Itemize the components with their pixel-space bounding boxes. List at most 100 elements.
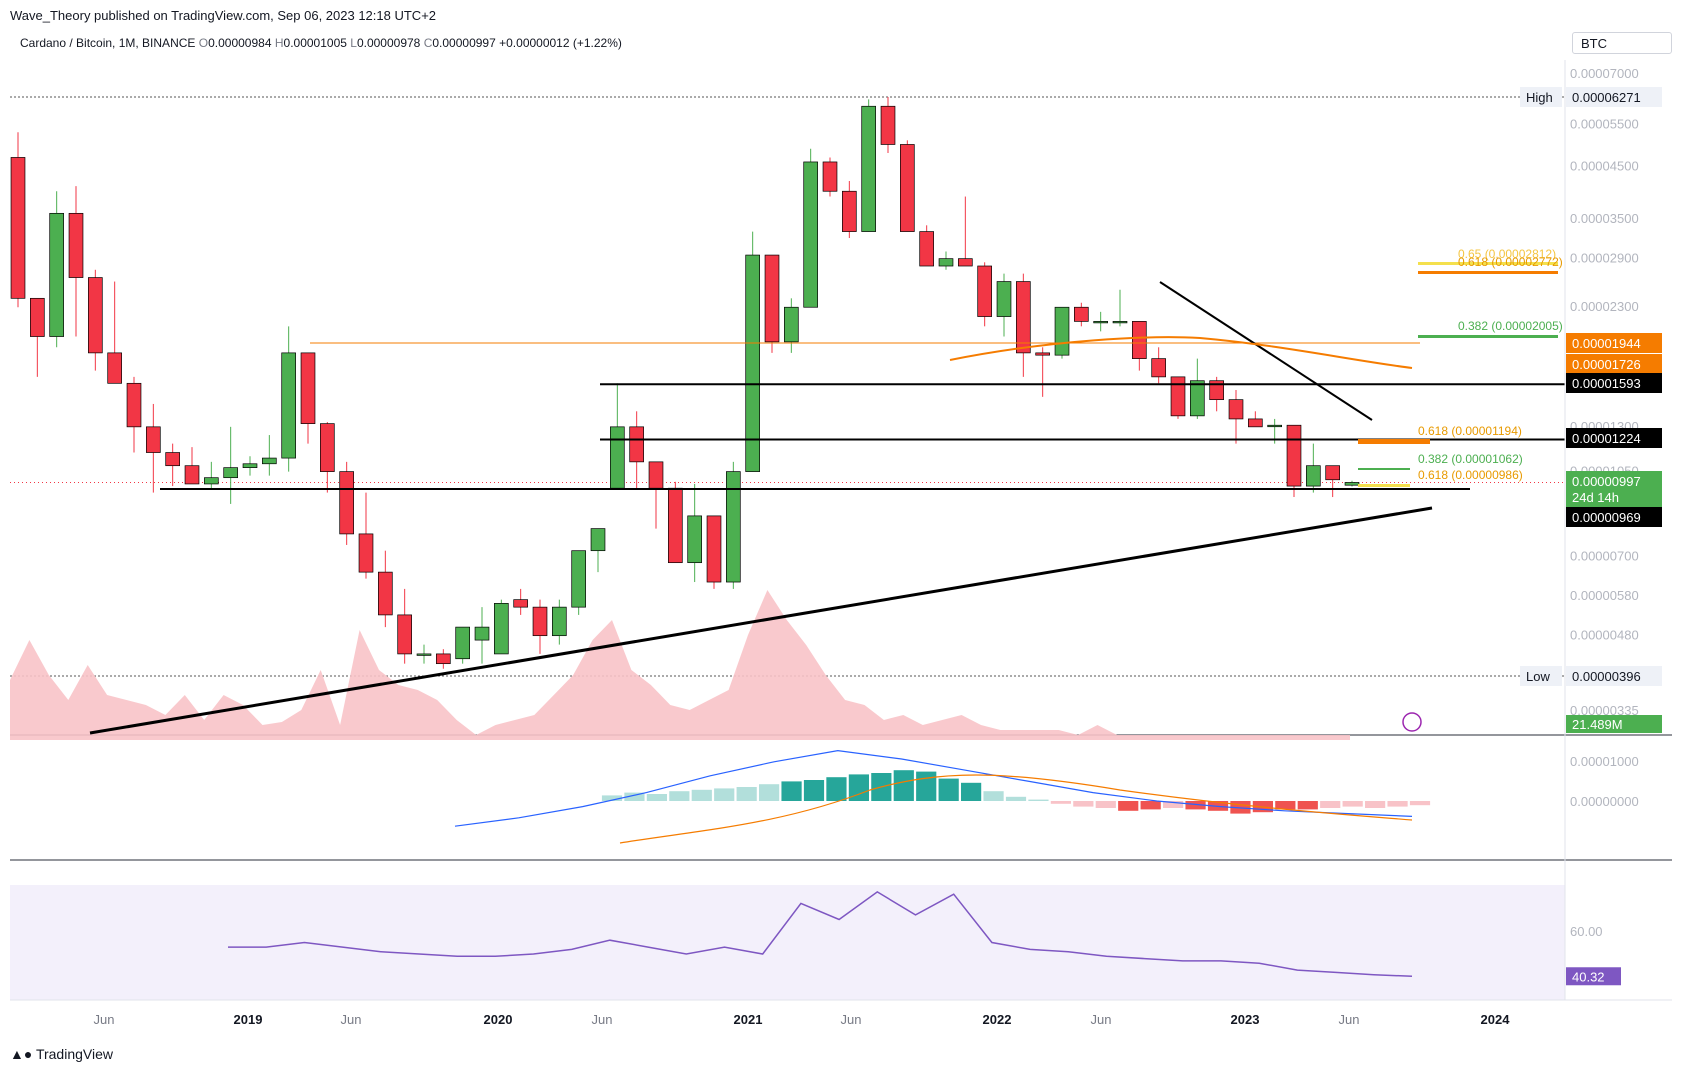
macd-histogram-bar (1409, 801, 1431, 806)
price-tag-value: 0.00000396 (1572, 669, 1641, 684)
candle-body (397, 614, 412, 655)
candle-body (474, 626, 490, 641)
candle-body (68, 212, 84, 278)
candle-body (1035, 352, 1050, 356)
candle-body (880, 105, 896, 145)
candle-body (687, 515, 702, 564)
candle-body (764, 254, 780, 343)
candle-body (996, 281, 1012, 317)
fib-label: 0.382 (0.00001062) (1418, 452, 1523, 466)
high-label: H (274, 36, 284, 50)
candle-body (590, 528, 606, 552)
price-tick-label: 0.00003500 (1570, 211, 1639, 226)
price-tag (1566, 354, 1662, 374)
candle-body (745, 254, 760, 472)
macd-histogram-bar (1387, 801, 1408, 807)
price-tick-label: 0.00007000 (1570, 66, 1639, 81)
fib-zone-0618 (1418, 271, 1558, 274)
candle-body (204, 477, 219, 485)
candle-body (436, 653, 451, 665)
macd-histogram-bar (848, 774, 869, 801)
fib-zone-065 (1418, 262, 1558, 265)
macd-histogram-bar (714, 788, 735, 801)
macd-histogram-bar (669, 791, 690, 801)
candle-body (339, 471, 354, 535)
close-label: C (423, 36, 433, 50)
symbol-name: Cardano / Bitcoin, 1M, BINANCE (20, 36, 196, 50)
tradingview-brand-label: TradingView (35, 1046, 113, 1062)
price-tag-sub: 24d 14h (1572, 490, 1619, 505)
macd-histogram-bar (1118, 801, 1139, 811)
price-tag-value: 0.00001944 (1572, 336, 1641, 351)
candle-body (1151, 358, 1166, 378)
macd-histogram-bar (736, 787, 757, 801)
price-tick-label: 0.00002900 (1570, 251, 1639, 266)
rsi-tick-label: 60.00 (1570, 924, 1603, 939)
macd-histogram-bar (1342, 801, 1363, 807)
x-tick-label: 2022 (983, 1012, 1012, 1027)
macd-histogram-bar (803, 780, 825, 801)
macd-histogram-bar (1275, 801, 1296, 810)
low-label: L (350, 36, 357, 50)
price-tick-label: 0.00000480 (1570, 628, 1639, 643)
x-tick-label: Jun (1091, 1012, 1112, 1027)
candle-body (571, 550, 586, 608)
candle-body (184, 465, 200, 485)
macd-histogram-bar (781, 781, 802, 801)
candle-body (629, 426, 644, 463)
candle-body (958, 258, 973, 267)
macd-histogram-bar (1163, 801, 1184, 808)
candle-body (30, 297, 45, 337)
rsi-line (228, 891, 1413, 978)
change-value: +0.00000012 (+1.22%) (499, 36, 622, 50)
candle-body (1190, 380, 1205, 417)
volume-tag-value: 21.489M (1572, 717, 1623, 732)
price-tag (1566, 333, 1662, 353)
candle-body (938, 258, 954, 267)
price-tick-label: 0.00001000 (1570, 754, 1639, 769)
fib-zone-0618c (1358, 484, 1410, 487)
candle-body (165, 452, 180, 467)
candle-body (668, 487, 683, 564)
tradingview-logo-icon: ▲● (10, 1046, 33, 1062)
price-tick-label: 0.00000335 (1570, 703, 1639, 718)
candle-body (1074, 306, 1089, 322)
macd-histogram-bar (1095, 801, 1116, 808)
price-tag-bg (1520, 87, 1562, 107)
candle-body (1209, 380, 1224, 401)
candle-body (320, 423, 335, 472)
currency-button[interactable]: BTC (1572, 32, 1672, 54)
price-tick-label: 0.00000580 (1570, 588, 1639, 603)
macd-histogram-bar (1028, 799, 1049, 801)
low-value: 0.00000978 (356, 36, 421, 50)
symbol-legend: Cardano / Bitcoin, 1M, BINANCE O 0.000009… (20, 36, 622, 50)
price-tag-value: 0.00001593 (1572, 376, 1641, 391)
open-label: O (198, 36, 209, 50)
price-tag-value: 0.00001224 (1572, 431, 1641, 446)
volume-area (10, 590, 1350, 740)
candle-body (300, 352, 316, 424)
price-tag-value: 0.00000997 (1572, 474, 1641, 489)
macd-histogram-bar (938, 778, 959, 801)
candle-body (281, 352, 296, 459)
price-tick-label: 0.00004500 (1570, 159, 1639, 174)
macd-signal-line (619, 774, 1413, 844)
x-tick-label: 2019 (234, 1012, 263, 1027)
candle-body (1016, 281, 1031, 354)
fib-label: 0.618 (0.00000986) (1418, 468, 1523, 482)
macd-histogram-bar (983, 791, 1004, 801)
macd-line (454, 749, 1413, 827)
price-tag (1566, 507, 1662, 527)
price-tag-value: 0.00006271 (1572, 90, 1641, 105)
candle-body (1286, 424, 1302, 487)
macd-histogram-bar (1005, 796, 1027, 801)
lightning-icon (1402, 712, 1422, 732)
price-tag (1566, 428, 1662, 448)
close-value: 0.00000997 (432, 36, 496, 50)
x-tick-label: Jun (94, 1012, 115, 1027)
fib-zone-0382 (1418, 335, 1558, 338)
candle-body (1306, 465, 1321, 487)
price-tag (1566, 373, 1662, 393)
high-value: 0.00001005 (283, 36, 347, 50)
